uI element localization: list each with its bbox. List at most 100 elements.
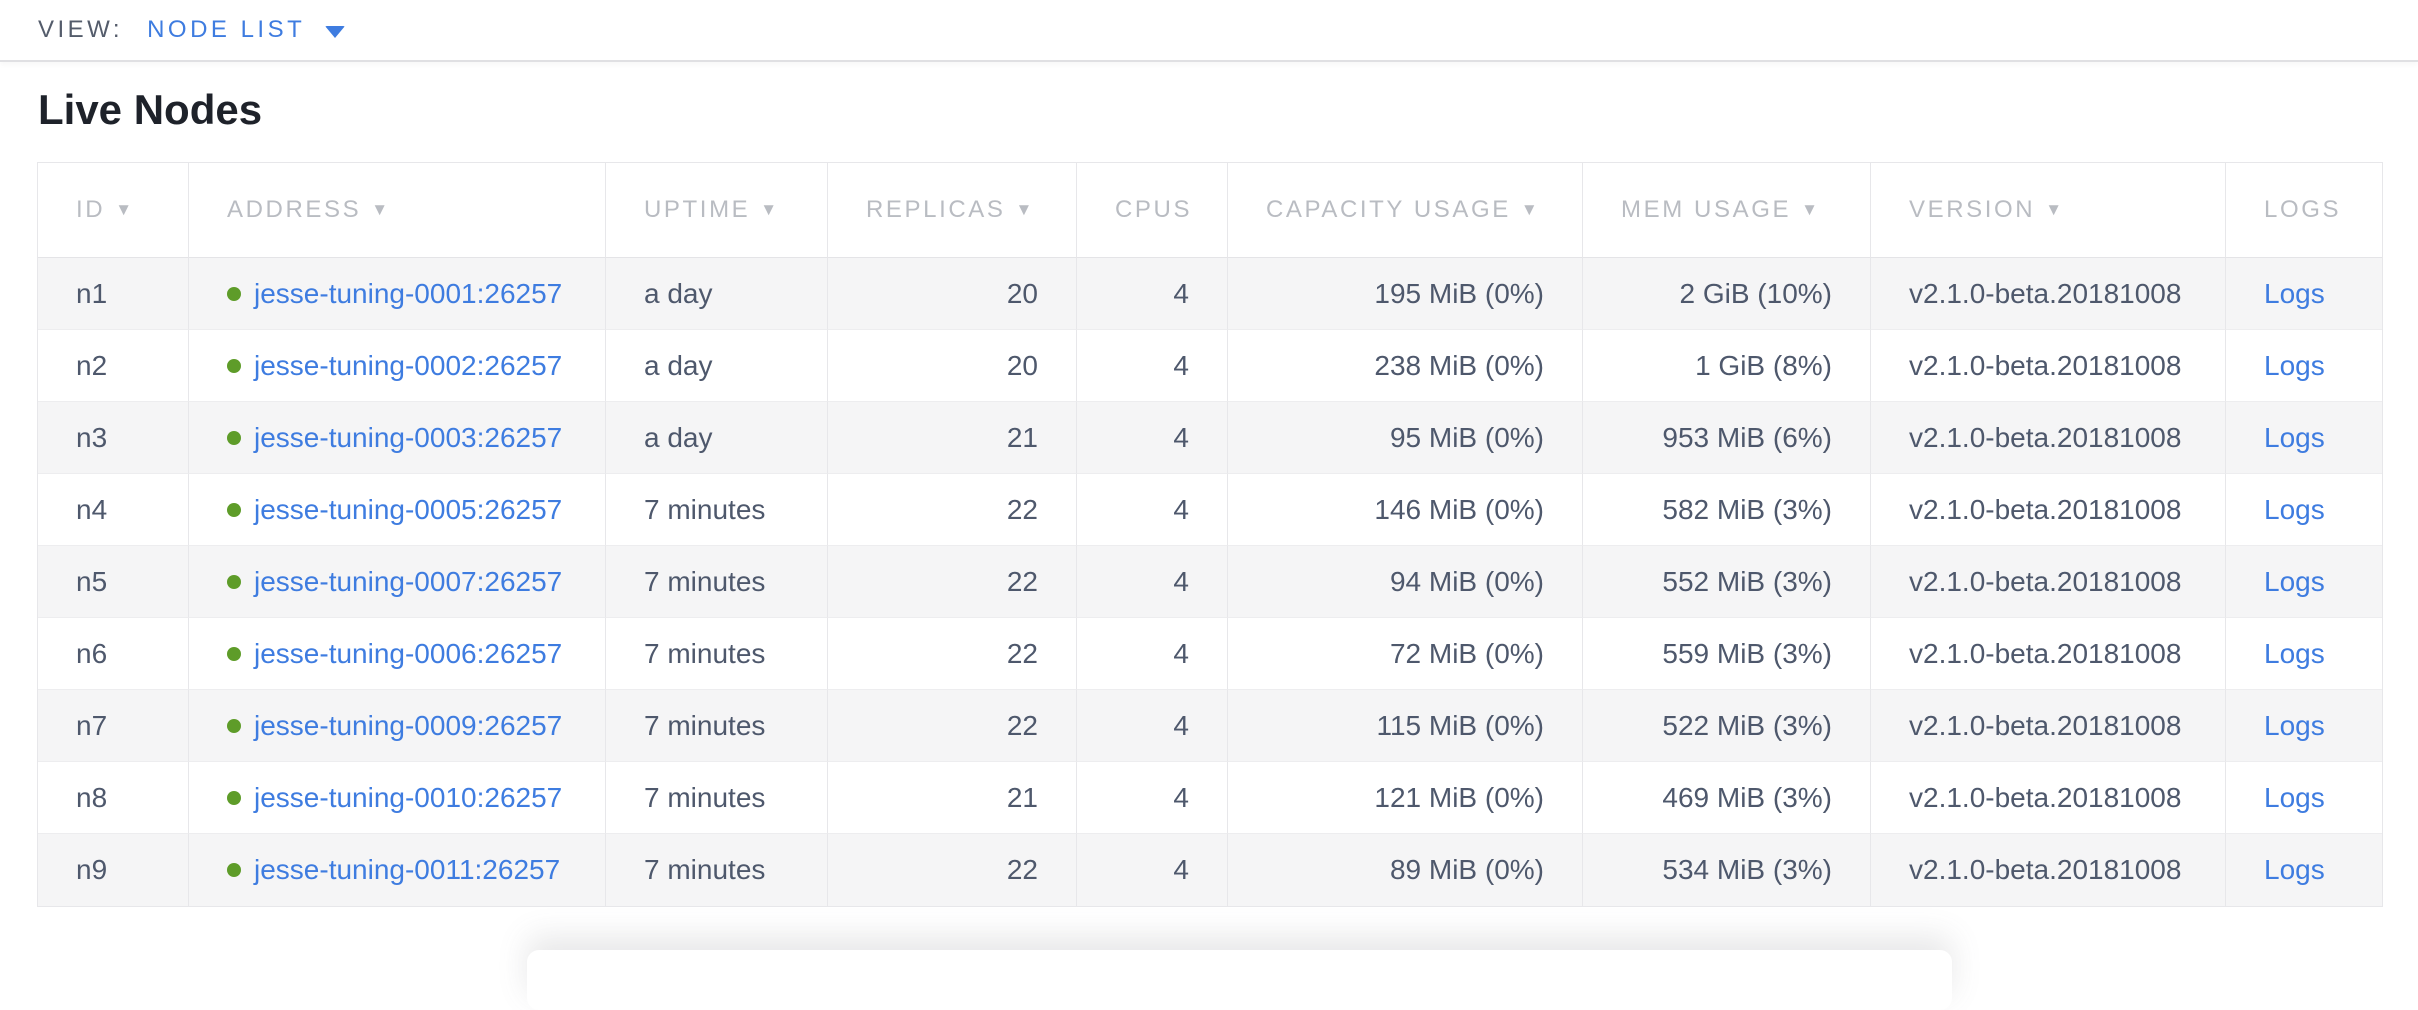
node-address-link[interactable]: jesse-tuning-0002:26257 (254, 349, 563, 381)
node-cpus-cell: 4 (1077, 762, 1228, 834)
node-uptime-cell: 7 minutes (606, 834, 828, 906)
node-uptime-cell: 7 minutes (606, 546, 828, 618)
node-logs-link[interactable]: Logs (2264, 493, 2325, 525)
node-logs-cell: Logs (2226, 474, 2382, 546)
node-replicas-cell: 21 (828, 762, 1077, 834)
column-label: VERSION (1909, 196, 2036, 223)
column-header-capacity[interactable]: CAPACITY USAGE ▼ (1228, 163, 1583, 258)
node-uptime-cell: 7 minutes (606, 762, 828, 834)
node-version-cell: v2.1.0-beta.20181008 (1871, 690, 2226, 762)
node-uptime-cell: 7 minutes (606, 618, 828, 690)
view-selector-bar: VIEW: NODE LIST (0, 0, 2418, 62)
column-label: ID (76, 196, 106, 223)
column-header-address[interactable]: ADDRESS ▼ (189, 163, 606, 258)
chevron-down-icon (325, 26, 346, 38)
node-address-cell: jesse-tuning-0001:26257 (189, 258, 606, 330)
node-mem-cell: 1 GiB (8%) (1583, 330, 1871, 402)
node-row-n8: n8 jesse-tuning-0010:26257 7 minutes 21 4 121… (38, 762, 2382, 834)
node-live-status-dot-icon (227, 502, 241, 517)
node-address-cell: jesse-tuning-0011:26257 (189, 834, 606, 906)
node-capacity-cell: 72 MiB (0%) (1228, 618, 1583, 690)
node-mem-cell: 953 MiB (6%) (1583, 402, 1871, 474)
node-uptime-cell: a day (606, 258, 828, 330)
node-cpus-cell: 4 (1077, 618, 1228, 690)
node-replicas-cell: 22 (828, 618, 1077, 690)
node-address-link[interactable]: jesse-tuning-0007:26257 (254, 565, 563, 597)
node-capacity-cell: 195 MiB (0%) (1228, 258, 1583, 330)
column-label: CPUS (1115, 196, 1193, 223)
node-live-status-dot-icon (227, 574, 241, 589)
node-logs-link[interactable]: Logs (2264, 781, 2325, 813)
node-address-link[interactable]: jesse-tuning-0006:26257 (254, 637, 563, 669)
node-replicas-cell: 22 (828, 546, 1077, 618)
node-capacity-cell: 94 MiB (0%) (1228, 546, 1583, 618)
node-id-cell: n3 (38, 402, 189, 474)
node-mem-cell: 469 MiB (3%) (1583, 762, 1871, 834)
column-label: REPLICAS (866, 196, 1006, 223)
node-logs-cell: Logs (2226, 618, 2382, 690)
node-mem-cell: 559 MiB (3%) (1583, 618, 1871, 690)
node-address-link[interactable]: jesse-tuning-0001:26257 (254, 277, 563, 309)
column-header-mem[interactable]: MEM USAGE ▼ (1583, 163, 1871, 258)
node-logs-cell: Logs (2226, 834, 2382, 906)
column-header-uptime[interactable]: UPTIME ▼ (606, 163, 828, 258)
node-row-n1: n1 jesse-tuning-0001:26257 a day 20 4 195 MiB… (38, 258, 2382, 330)
sort-desc-icon: ▼ (1520, 200, 1541, 219)
node-address-link[interactable]: jesse-tuning-0003:26257 (254, 421, 563, 453)
column-label: MEM USAGE (1621, 196, 1792, 223)
node-address-cell: jesse-tuning-0007:26257 (189, 546, 606, 618)
node-capacity-cell: 95 MiB (0%) (1228, 402, 1583, 474)
node-address-link[interactable]: jesse-tuning-0010:26257 (254, 781, 563, 813)
next-section-shadow (527, 950, 1952, 1010)
node-mem-cell: 522 MiB (3%) (1583, 690, 1871, 762)
node-cpus-cell: 4 (1077, 546, 1228, 618)
column-label: UPTIME (644, 196, 751, 223)
node-cpus-cell: 4 (1077, 834, 1228, 906)
node-address-cell: jesse-tuning-0006:26257 (189, 618, 606, 690)
column-header-logs: LOGS (2226, 163, 2382, 258)
node-replicas-cell: 22 (828, 474, 1077, 546)
column-header-replicas[interactable]: REPLICAS ▼ (828, 163, 1077, 258)
view-dropdown[interactable]: NODE LIST (147, 16, 346, 44)
node-capacity-cell: 89 MiB (0%) (1228, 834, 1583, 906)
node-version-cell: v2.1.0-beta.20181008 (1871, 834, 2226, 906)
node-address-cell: jesse-tuning-0002:26257 (189, 330, 606, 402)
node-logs-cell: Logs (2226, 402, 2382, 474)
node-version-cell: v2.1.0-beta.20181008 (1871, 258, 2226, 330)
node-logs-link[interactable]: Logs (2264, 349, 2325, 381)
node-logs-link[interactable]: Logs (2264, 854, 2325, 885)
node-live-status-dot-icon (227, 430, 241, 445)
node-replicas-cell: 21 (828, 402, 1077, 474)
node-version-cell: v2.1.0-beta.20181008 (1871, 618, 2226, 690)
node-address-link[interactable]: jesse-tuning-0009:26257 (254, 709, 563, 741)
node-capacity-cell: 146 MiB (0%) (1228, 474, 1583, 546)
node-address-link[interactable]: jesse-tuning-0011:26257 (254, 854, 561, 885)
node-address-cell: jesse-tuning-0009:26257 (189, 690, 606, 762)
node-id-cell: n9 (38, 834, 189, 906)
node-mem-cell: 534 MiB (3%) (1583, 834, 1871, 906)
node-logs-link[interactable]: Logs (2264, 277, 2325, 309)
view-dropdown-value: NODE LIST (147, 16, 306, 43)
sort-desc-icon: ▼ (760, 200, 780, 219)
node-id-cell: n5 (38, 546, 189, 618)
node-row-n6: n6 jesse-tuning-0006:26257 7 minutes 22 4 72 … (38, 618, 2382, 690)
node-logs-link[interactable]: Logs (2264, 421, 2325, 453)
node-logs-link[interactable]: Logs (2264, 637, 2325, 669)
node-capacity-cell: 238 MiB (0%) (1228, 330, 1583, 402)
node-row-n4: n4 jesse-tuning-0005:26257 7 minutes 22 4 146… (38, 474, 2382, 546)
column-label: CAPACITY USAGE (1266, 196, 1511, 223)
page-title: Live Nodes (38, 86, 263, 133)
node-cpus-cell: 4 (1077, 258, 1228, 330)
column-header-version[interactable]: VERSION ▼ (1871, 163, 2226, 258)
node-logs-link[interactable]: Logs (2264, 565, 2325, 597)
view-label: VIEW: (38, 16, 124, 43)
node-uptime-cell: 7 minutes (606, 474, 828, 546)
column-header-id[interactable]: ID ▼ (38, 163, 189, 258)
node-logs-link[interactable]: Logs (2264, 709, 2325, 741)
node-logs-cell: Logs (2226, 762, 2382, 834)
node-id-cell: n2 (38, 330, 189, 402)
node-uptime-cell: a day (606, 330, 828, 402)
sort-desc-icon: ▼ (1801, 200, 1821, 219)
node-address-link[interactable]: jesse-tuning-0005:26257 (254, 493, 563, 525)
sort-desc-icon: ▼ (1015, 200, 1035, 219)
